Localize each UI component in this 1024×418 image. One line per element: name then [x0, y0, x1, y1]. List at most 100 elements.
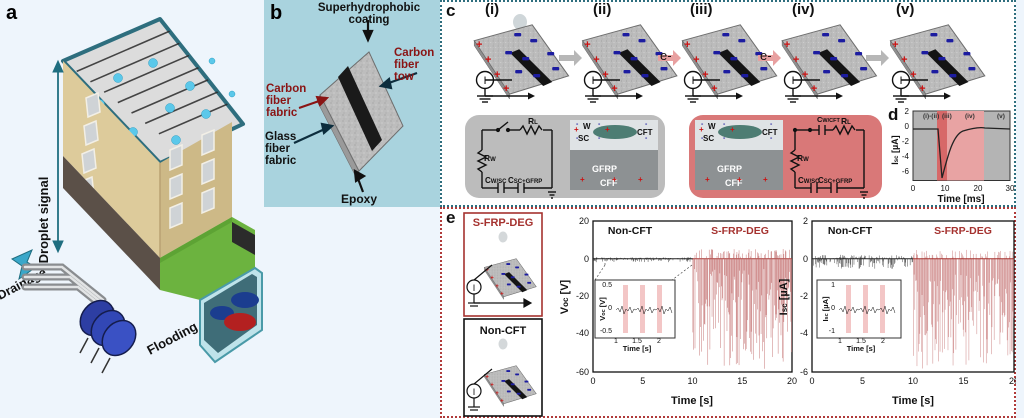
svg-text:-20: -20: [576, 291, 589, 301]
svg-text:1: 1: [614, 338, 618, 345]
svg-text:2: 2: [881, 338, 885, 345]
svg-text:Isc [µA]: Isc [µA]: [778, 278, 790, 315]
svg-text:Time [ms]: Time [ms]: [937, 194, 984, 205]
svg-text:Time [s]: Time [s]: [892, 395, 934, 407]
svg-text:-2: -2: [902, 137, 910, 146]
svg-text:10: 10: [908, 376, 918, 386]
svg-text:(ii): (ii): [593, 1, 611, 18]
svg-text:(v): (v): [997, 113, 1005, 120]
svg-text:Time [s]: Time [s]: [847, 344, 876, 353]
svg-text:20: 20: [787, 376, 797, 386]
svg-text:fiber: fiber: [394, 59, 419, 71]
svg-text:SC: SC: [703, 134, 714, 143]
svg-text:(iv): (iv): [965, 113, 975, 120]
svg-text:+: +: [612, 175, 617, 184]
svg-text:Non-CFT: Non-CFT: [608, 225, 653, 237]
svg-text:2: 2: [803, 216, 808, 226]
svg-text:2: 2: [657, 338, 661, 345]
svg-text:Non-CFT: Non-CFT: [828, 225, 873, 237]
svg-text:(iv): (iv): [792, 1, 815, 18]
svg-text:(i): (i): [485, 1, 499, 18]
svg-text:+: +: [605, 125, 610, 134]
svg-text:0: 0: [590, 376, 595, 386]
svg-text:Superhydrophobic: Superhydrophobic: [318, 2, 421, 14]
svg-text:d: d: [888, 105, 898, 124]
svg-text:S-FRP-DEG: S-FRP-DEG: [473, 217, 534, 229]
svg-text:e: e: [446, 208, 455, 227]
svg-text:S-FRP-DEG: S-FRP-DEG: [711, 225, 769, 237]
svg-text:15: 15: [737, 376, 747, 386]
svg-text:Time [s]: Time [s]: [671, 395, 713, 407]
svg-text:c: c: [446, 1, 455, 20]
svg-text:fiber: fiber: [265, 143, 290, 155]
svg-text:e-: e-: [660, 48, 672, 63]
svg-text:0.5: 0.5: [602, 282, 612, 289]
svg-text:10: 10: [687, 376, 697, 386]
svg-text:5: 5: [860, 376, 865, 386]
svg-text:-4: -4: [800, 328, 808, 338]
svg-text:0: 0: [911, 184, 916, 193]
svg-text:W: W: [583, 122, 591, 131]
svg-text:20: 20: [1009, 376, 1016, 386]
svg-text:I: I: [473, 387, 476, 397]
svg-text:Voc [V]: Voc [V]: [598, 297, 607, 321]
svg-text:Time [s]: Time [s]: [623, 344, 652, 353]
svg-text:+: +: [705, 175, 710, 184]
svg-text:0: 0: [809, 376, 814, 386]
svg-text:20: 20: [579, 216, 589, 226]
svg-text:15: 15: [958, 376, 968, 386]
svg-text:-4: -4: [902, 152, 910, 161]
svg-text:+: +: [580, 175, 585, 184]
svg-text:-60: -60: [576, 367, 589, 377]
svg-text:fiber: fiber: [266, 95, 291, 107]
svg-text:1: 1: [831, 282, 835, 289]
svg-text:+: +: [737, 175, 742, 184]
svg-text:Flooding: Flooding: [144, 319, 200, 358]
svg-text:SC: SC: [578, 134, 589, 143]
svg-text:30: 30: [1006, 184, 1015, 193]
svg-text:W: W: [708, 122, 716, 131]
svg-text:0: 0: [831, 305, 835, 312]
svg-text:20: 20: [974, 184, 983, 193]
svg-text:Carbon: Carbon: [394, 47, 434, 59]
svg-text:0: 0: [584, 254, 589, 264]
svg-text:-1: -1: [829, 328, 835, 335]
svg-text:10: 10: [941, 184, 950, 193]
svg-text:Isc [µA]: Isc [µA]: [890, 135, 900, 164]
svg-text:(iii): (iii): [942, 113, 952, 120]
svg-text:(i)-(ii): (i)-(ii): [923, 113, 939, 120]
svg-text:0: 0: [803, 254, 808, 264]
svg-text:S-FRP-DEG: S-FRP-DEG: [934, 225, 992, 237]
svg-text:+: +: [638, 175, 643, 184]
svg-text:-2: -2: [800, 291, 808, 301]
svg-text:Epoxy: Epoxy: [341, 192, 377, 206]
svg-text:coating: coating: [349, 14, 390, 26]
svg-text:Glass: Glass: [265, 131, 296, 143]
svg-text:fabric: fabric: [265, 155, 297, 167]
svg-text:Carbon: Carbon: [266, 83, 306, 95]
svg-text:1: 1: [838, 338, 842, 345]
svg-text:Voc [V]: Voc [V]: [559, 279, 571, 314]
svg-text:GFRP: GFRP: [592, 164, 617, 174]
svg-text:Droplet signal: Droplet signal: [36, 177, 51, 264]
svg-text:+: +: [730, 125, 735, 134]
svg-text:-6: -6: [800, 367, 808, 377]
svg-text:(iii): (iii): [690, 1, 713, 18]
svg-text:+: +: [699, 125, 704, 134]
svg-text:I: I: [473, 283, 476, 293]
svg-text:fabric: fabric: [266, 107, 298, 119]
svg-text:2: 2: [905, 107, 910, 116]
svg-text:(v): (v): [896, 1, 914, 18]
svg-text:-0.5: -0.5: [600, 328, 612, 335]
svg-text:GFRP: GFRP: [717, 164, 742, 174]
svg-text:-40: -40: [576, 328, 589, 338]
svg-text:+: +: [763, 175, 768, 184]
svg-text:e-: e-: [760, 48, 772, 63]
svg-text:5: 5: [640, 376, 645, 386]
svg-text:+: +: [574, 125, 579, 134]
svg-text:-6: -6: [902, 167, 910, 176]
svg-text:tow: tow: [394, 71, 414, 83]
svg-text:Non-CFT: Non-CFT: [480, 325, 527, 337]
svg-text:0: 0: [608, 305, 612, 312]
svg-text:0: 0: [905, 122, 910, 131]
